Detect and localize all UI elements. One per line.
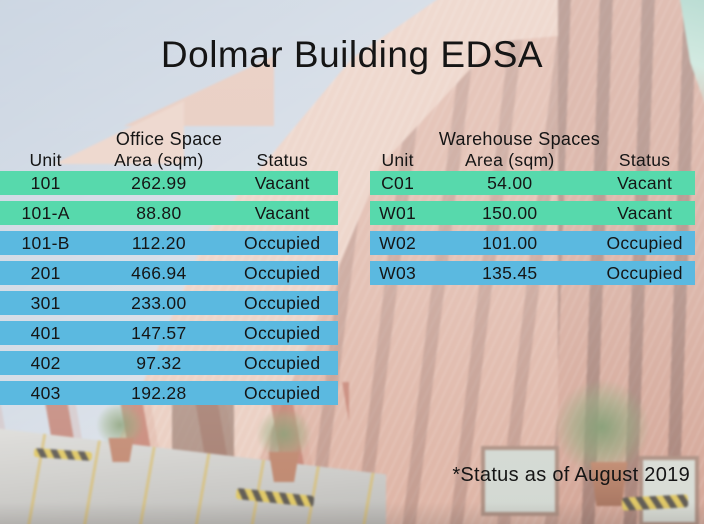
header-status: Status xyxy=(256,150,308,170)
table-row: 301 233.00 Occupied xyxy=(0,291,338,315)
bottom-shadow xyxy=(0,502,704,524)
cell-area: 88.80 xyxy=(136,203,182,223)
cell-unit: 201 xyxy=(30,263,61,283)
office-space-table: Office Space Unit Area (sqm) Status 101 2… xyxy=(0,128,338,411)
header-unit: Unit xyxy=(29,150,62,170)
cell-area: 262.99 xyxy=(131,173,187,193)
cell-status: Occupied xyxy=(244,293,321,313)
cell-unit: C01 xyxy=(381,173,415,193)
table-row: W02 101.00 Occupied xyxy=(370,231,695,255)
fern-plant xyxy=(554,379,650,475)
cell-status: Occupied xyxy=(244,323,321,343)
cell-status: Vacant xyxy=(617,173,673,193)
table-row: 403 192.28 Occupied xyxy=(0,381,338,405)
cell-status: Occupied xyxy=(606,263,683,283)
cell-status: Occupied xyxy=(606,233,683,253)
cell-unit: 101-B xyxy=(21,233,70,253)
cell-area: 112.20 xyxy=(131,233,186,253)
cell-area: 54.00 xyxy=(487,173,533,193)
cell-unit: 402 xyxy=(30,353,61,373)
cell-area: 101.00 xyxy=(482,233,538,253)
cell-unit: 301 xyxy=(30,293,61,313)
table-row: 101-A 88.80 Vacant xyxy=(0,201,338,225)
cell-unit: 101-A xyxy=(21,203,70,223)
table-header: Unit Area (sqm) Status xyxy=(0,150,338,171)
header-area: Area (sqm) xyxy=(114,150,204,170)
cell-area: 233.00 xyxy=(131,293,187,313)
cell-status: Occupied xyxy=(244,263,321,283)
warehouse-spaces-table: Warehouse Spaces Unit Area (sqm) Status … xyxy=(370,128,695,291)
table-title: Warehouse Spaces xyxy=(438,129,601,149)
cell-status: Vacant xyxy=(617,203,673,223)
cell-area: 466.94 xyxy=(131,263,187,283)
cell-unit: W01 xyxy=(379,203,417,223)
table-row: 201 466.94 Occupied xyxy=(0,261,338,285)
cell-area: 192.28 xyxy=(131,383,187,403)
cell-unit: W02 xyxy=(379,233,417,253)
table-rows: 101 262.99 Vacant 101-A 88.80 Vacant 101-B 112.… xyxy=(0,171,338,405)
cell-area: 97.32 xyxy=(136,353,182,373)
status-footnote: *Status as of August 2019 xyxy=(452,464,690,486)
table-header: Unit Area (sqm) Status xyxy=(370,150,695,171)
cell-area: 135.45 xyxy=(482,263,538,283)
cell-status: Vacant xyxy=(254,173,310,193)
cell-unit: 403 xyxy=(30,383,61,403)
plant-pot xyxy=(268,452,300,482)
cell-area: 147.57 xyxy=(131,323,187,343)
header-unit: Unit xyxy=(381,150,414,170)
plant-pot xyxy=(590,462,628,506)
cell-unit: 101 xyxy=(30,173,61,193)
cell-status: Vacant xyxy=(254,203,310,223)
cell-status: Occupied xyxy=(244,233,321,253)
header-area: Area (sqm) xyxy=(464,150,555,170)
cell-unit: 401 xyxy=(30,323,61,343)
table-row: 101-B 112.20 Occupied xyxy=(0,231,338,255)
building-window xyxy=(481,446,559,516)
table-row: C01 54.00 Vacant xyxy=(370,171,695,195)
table-row: 101 262.99 Vacant xyxy=(0,171,338,195)
cell-area: 150.00 xyxy=(482,203,538,223)
table-title: Office Space xyxy=(115,129,223,149)
table-rows: C01 54.00 Vacant W01 150.00 Vacant W02 101.00 Oc… xyxy=(370,171,695,285)
cell-unit: W03 xyxy=(379,263,417,283)
table-row: 402 97.32 Occupied xyxy=(0,351,338,375)
page-title: Dolmar Building EDSA xyxy=(160,34,544,75)
header-status: Status xyxy=(618,150,671,170)
cell-status: Occupied xyxy=(244,353,321,373)
table-row: W01 150.00 Vacant xyxy=(370,201,695,225)
cell-status: Occupied xyxy=(244,383,321,403)
plant-pot xyxy=(108,438,134,462)
table-row: W03 135.45 Occupied xyxy=(370,261,695,285)
table-row: 401 147.57 Occupied xyxy=(0,321,338,345)
potted-palm xyxy=(256,408,312,460)
